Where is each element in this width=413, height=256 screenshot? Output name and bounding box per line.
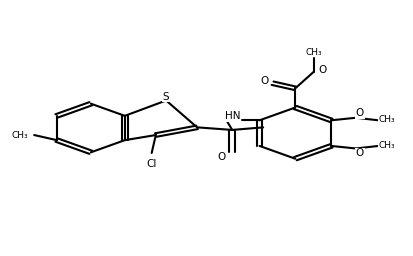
Text: O: O (356, 108, 364, 118)
Text: HN: HN (225, 111, 240, 122)
Text: S: S (163, 92, 169, 102)
Text: CH₃: CH₃ (12, 131, 28, 140)
Text: O: O (356, 148, 364, 158)
Text: CH₃: CH₃ (378, 141, 395, 150)
Text: O: O (218, 152, 226, 162)
Text: CH₃: CH₃ (378, 115, 395, 124)
Text: O: O (260, 76, 268, 86)
Text: O: O (318, 65, 326, 76)
Text: Cl: Cl (147, 159, 157, 169)
Text: CH₃: CH₃ (306, 48, 322, 57)
